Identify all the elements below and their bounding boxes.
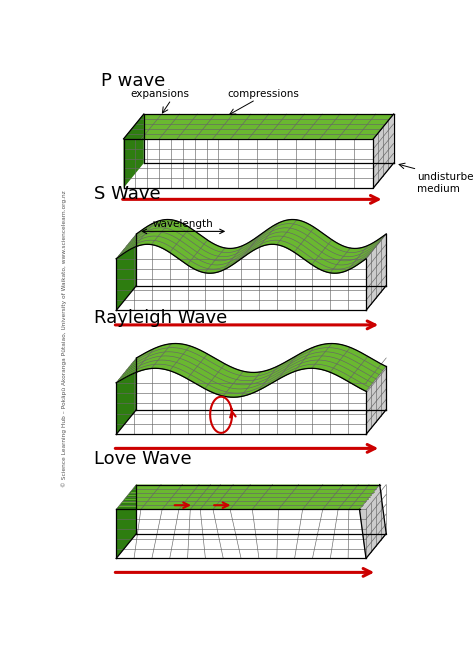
Polygon shape [116, 368, 366, 434]
Polygon shape [124, 139, 374, 188]
Text: P wave: P wave [101, 72, 166, 90]
Polygon shape [116, 358, 137, 434]
Polygon shape [116, 509, 366, 558]
Polygon shape [116, 484, 380, 509]
Text: expansions: expansions [131, 89, 190, 99]
Polygon shape [116, 219, 386, 273]
Text: Love Wave: Love Wave [94, 450, 192, 468]
Polygon shape [366, 366, 386, 434]
Polygon shape [116, 234, 137, 311]
Polygon shape [374, 114, 393, 188]
Polygon shape [116, 344, 386, 397]
Polygon shape [359, 484, 386, 558]
Text: undisturbed
medium: undisturbed medium [418, 172, 474, 193]
Polygon shape [124, 114, 393, 139]
Polygon shape [116, 484, 137, 558]
Text: S Wave: S Wave [94, 185, 161, 203]
Polygon shape [124, 114, 144, 188]
Text: wavelength: wavelength [153, 219, 214, 229]
Polygon shape [366, 234, 386, 311]
Text: Rayleigh Wave: Rayleigh Wave [94, 309, 228, 327]
Polygon shape [116, 244, 366, 311]
Text: compressions: compressions [227, 89, 299, 99]
Text: © Science Learning Hub – Pokāpū Akoranga Pūtaiao, University of Waikato, www.sci: © Science Learning Hub – Pokāpū Akoranga… [61, 191, 67, 487]
